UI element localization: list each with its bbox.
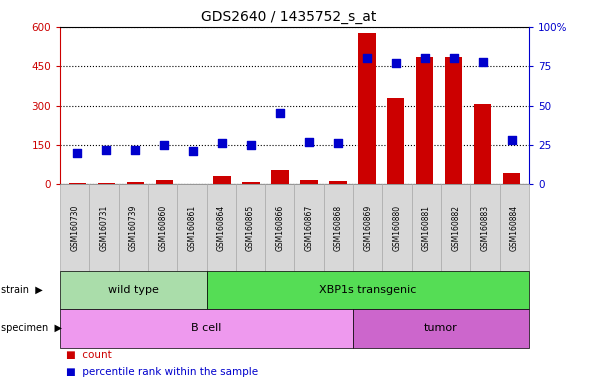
Bar: [387, 98, 404, 184]
Bar: [416, 57, 433, 184]
Point: [275, 111, 285, 117]
Point: [391, 60, 401, 66]
Text: GSM160731: GSM160731: [100, 204, 109, 251]
Bar: [213, 177, 231, 184]
Text: GSM160866: GSM160866: [275, 204, 284, 251]
Bar: [358, 33, 376, 184]
Text: GDS2640 / 1435752_s_at: GDS2640 / 1435752_s_at: [201, 10, 376, 23]
Text: XBP1s transgenic: XBP1s transgenic: [319, 285, 416, 295]
Point: [333, 140, 343, 146]
Point: [478, 58, 487, 65]
Point: [159, 142, 169, 148]
Text: GSM160868: GSM160868: [334, 204, 343, 251]
Text: GSM160882: GSM160882: [451, 205, 460, 250]
Bar: [445, 57, 462, 184]
Bar: [156, 180, 173, 184]
Text: GSM160861: GSM160861: [188, 204, 197, 251]
Text: ■  count: ■ count: [66, 350, 112, 360]
Point: [304, 139, 314, 145]
Text: GSM160869: GSM160869: [363, 204, 372, 251]
Point: [188, 148, 198, 154]
Text: strain  ▶: strain ▶: [1, 285, 43, 295]
Bar: [127, 182, 144, 184]
Point: [449, 55, 459, 61]
Point: [507, 137, 516, 143]
Point: [362, 55, 371, 61]
Point: [218, 140, 227, 146]
Text: GSM160880: GSM160880: [392, 204, 401, 251]
Text: GSM160883: GSM160883: [480, 204, 489, 251]
Text: tumor: tumor: [424, 323, 458, 333]
Text: GSM160884: GSM160884: [510, 204, 519, 251]
Point: [130, 147, 140, 153]
Text: B cell: B cell: [191, 323, 222, 333]
Point: [246, 142, 256, 148]
Point: [73, 150, 82, 156]
Text: GSM160739: GSM160739: [129, 204, 138, 251]
Bar: [329, 181, 347, 184]
Text: GSM160867: GSM160867: [305, 204, 314, 251]
Text: GSM160730: GSM160730: [70, 204, 79, 251]
Text: GSM160864: GSM160864: [217, 204, 226, 251]
Text: GSM160881: GSM160881: [422, 205, 431, 250]
Point: [102, 147, 111, 153]
Bar: [474, 104, 491, 184]
Bar: [98, 183, 115, 184]
Text: wild type: wild type: [108, 285, 159, 295]
Point: [420, 55, 430, 61]
Text: GSM160865: GSM160865: [246, 204, 255, 251]
Bar: [271, 170, 288, 184]
Text: specimen  ▶: specimen ▶: [1, 323, 62, 333]
Bar: [300, 180, 318, 184]
Bar: [503, 172, 520, 184]
Text: ■  percentile rank within the sample: ■ percentile rank within the sample: [66, 367, 258, 377]
Bar: [69, 183, 86, 184]
Text: GSM160860: GSM160860: [158, 204, 167, 251]
Bar: [242, 182, 260, 184]
